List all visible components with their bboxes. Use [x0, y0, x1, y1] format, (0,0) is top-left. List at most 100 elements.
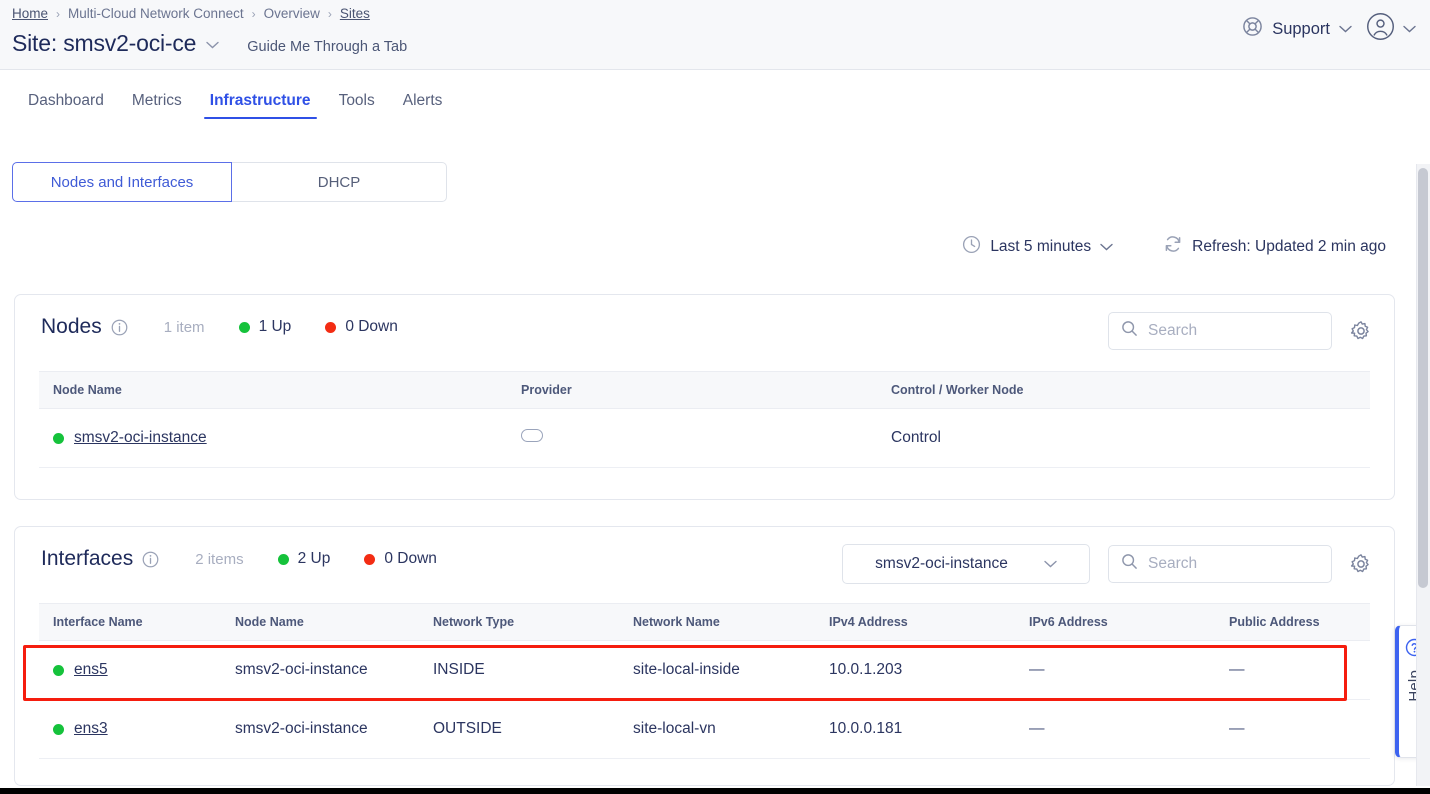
- interfaces-card-header: Interfaces 2 items 2 Up 0 Down smsv2-oci…: [15, 527, 1394, 603]
- nodes-card: Nodes 1 item 1 Up 0 Down: [14, 294, 1395, 500]
- top-header-bar: Home › Multi-Cloud Network Connect › Ove…: [0, 0, 1430, 70]
- status-dot-up-icon: [277, 553, 289, 565]
- page-scrollbar-thumb[interactable]: [1418, 168, 1428, 588]
- sub-tab-nodes-and-interfaces[interactable]: Nodes and Interfaces: [12, 162, 232, 202]
- clock-icon: [962, 235, 981, 259]
- interface-name-link[interactable]: ens3: [74, 720, 108, 737]
- nodes-card-header-right: [1108, 312, 1372, 350]
- tab-dashboard[interactable]: Dashboard: [28, 92, 104, 109]
- site-title-row: Site: smsv2-oci-ce Guide Me Through a Ta…: [12, 30, 407, 57]
- refresh-icon: [1163, 234, 1183, 259]
- column-header-node-name[interactable]: Node Name: [235, 603, 433, 641]
- interfaces-table: Interface Name Node Name Network Type Ne…: [39, 603, 1370, 759]
- interfaces-item-count: 2 items: [195, 550, 244, 568]
- interface-ipv4-cell: 10.0.0.181: [829, 699, 1029, 759]
- search-icon: [1121, 320, 1138, 342]
- interface-public-address-cell: —: [1229, 699, 1370, 759]
- interface-network-name-cell: site-local-vn: [633, 699, 829, 759]
- interface-name-cell: ens3: [53, 720, 235, 738]
- column-header-provider[interactable]: Provider: [521, 371, 891, 409]
- interface-name-link[interactable]: ens5: [74, 661, 108, 678]
- node-role-cell: Control: [891, 408, 1370, 468]
- interfaces-down-label: 0 Down: [384, 550, 437, 567]
- interfaces-node-filter-value: smsv2-oci-instance: [875, 555, 1008, 572]
- interfaces-card-header-left: Interfaces 2 items 2 Up 0 Down: [41, 547, 437, 571]
- column-header-ipv4-address[interactable]: IPv4 Address: [829, 603, 1029, 641]
- breadcrumb-item-multi-cloud-network-connect[interactable]: Multi-Cloud Network Connect: [68, 6, 244, 21]
- time-and-refresh-toolbar: Last 5 minutes Refresh: Updated 2 min ag…: [962, 234, 1386, 259]
- provider-cell: [521, 408, 891, 468]
- time-range-chevron-down-icon[interactable]: [1100, 238, 1113, 256]
- breadcrumb-item-sites[interactable]: Sites: [339, 6, 370, 21]
- status-dot-up-icon: [53, 664, 64, 676]
- table-row[interactable]: smsv2-oci-instance Control: [39, 408, 1370, 468]
- support-button[interactable]: Support: [1242, 16, 1352, 42]
- nodes-down-label: 0 Down: [345, 318, 398, 335]
- breadcrumb-separator-icon: ›: [251, 6, 256, 21]
- info-icon[interactable]: [111, 319, 128, 336]
- select-chevron-down-icon[interactable]: [1044, 555, 1057, 573]
- interfaces-search-box[interactable]: [1108, 545, 1332, 583]
- nodes-search-box[interactable]: [1108, 312, 1332, 350]
- node-name-cell: smsv2-oci-instance: [53, 429, 521, 447]
- breadcrumb-item-overview[interactable]: Overview: [263, 6, 320, 21]
- nodes-table-wrapper: Node Name Provider Control / Worker Node…: [39, 371, 1370, 468]
- nodes-settings-gear-icon[interactable]: [1350, 320, 1372, 342]
- column-header-network-type[interactable]: Network Type: [433, 603, 633, 641]
- breadcrumb-item-home[interactable]: Home: [12, 6, 49, 21]
- tab-tools[interactable]: Tools: [338, 92, 375, 109]
- avatar: [1366, 12, 1395, 46]
- column-header-interface-name[interactable]: Interface Name: [39, 603, 235, 641]
- interfaces-up-label: 2 Up: [297, 550, 331, 567]
- column-header-network-name[interactable]: Network Name: [633, 603, 829, 641]
- guide-me-through-a-tab-link[interactable]: Guide Me Through a Tab: [247, 39, 408, 55]
- interface-network-type-cell: OUTSIDE: [433, 699, 633, 759]
- sub-tab-segmented-control: Nodes and Interfaces DHCP: [12, 162, 447, 202]
- interfaces-down-stat: 0 Down: [364, 550, 437, 568]
- breadcrumb: Home › Multi-Cloud Network Connect › Ove…: [12, 6, 370, 21]
- interfaces-card: Interfaces 2 items 2 Up 0 Down smsv2-oci…: [14, 526, 1395, 786]
- node-name-link[interactable]: smsv2-oci-instance: [74, 429, 207, 446]
- column-header-public-address[interactable]: Public Address: [1229, 603, 1370, 641]
- interfaces-search-input[interactable]: [1148, 555, 1319, 573]
- table-row[interactable]: ens5 smsv2-oci-instance INSIDE site-loca…: [39, 640, 1370, 700]
- page-title: Site: smsv2-oci-ce: [12, 30, 197, 56]
- status-dot-down-icon: [325, 321, 337, 333]
- user-account-button[interactable]: [1366, 12, 1416, 46]
- table-row[interactable]: ens3 smsv2-oci-instance OUTSIDE site-loc…: [39, 699, 1370, 759]
- status-dot-up-icon: [53, 432, 64, 444]
- time-range-selector[interactable]: Last 5 minutes: [962, 235, 1113, 259]
- window-bottom-edge: [0, 788, 1430, 794]
- sub-tab-dhcp[interactable]: DHCP: [232, 162, 447, 202]
- interfaces-table-header-row: Interface Name Node Name Network Type Ne…: [39, 603, 1370, 641]
- interfaces-settings-gear-icon[interactable]: [1350, 553, 1372, 575]
- site-selector-chevron-down-icon[interactable]: [206, 37, 219, 52]
- interfaces-card-header-right: smsv2-oci-instance: [842, 544, 1372, 584]
- nodes-up-stat: 1 Up: [238, 318, 291, 336]
- user-chevron-down-icon[interactable]: [1403, 20, 1416, 38]
- nodes-search-input[interactable]: [1148, 322, 1319, 340]
- refresh-control[interactable]: Refresh: Updated 2 min ago: [1163, 234, 1386, 259]
- interface-name-cell: ens5: [53, 661, 235, 679]
- breadcrumb-separator-icon: ›: [56, 6, 61, 21]
- interface-network-type-cell: INSIDE: [433, 640, 633, 700]
- search-icon: [1121, 553, 1138, 575]
- support-label: Support: [1272, 19, 1330, 38]
- tab-alerts[interactable]: Alerts: [402, 92, 443, 109]
- nodes-card-header: Nodes 1 item 1 Up 0 Down: [15, 295, 1394, 371]
- column-header-node-name[interactable]: Node Name: [39, 371, 521, 409]
- nodes-down-stat: 0 Down: [325, 318, 398, 336]
- tab-infrastructure[interactable]: Infrastructure: [196, 86, 325, 119]
- nodes-table: Node Name Provider Control / Worker Node…: [39, 371, 1370, 468]
- breadcrumb-separator-icon: ›: [327, 6, 332, 21]
- column-header-ipv6-address[interactable]: IPv6 Address: [1029, 603, 1229, 641]
- interface-ipv6-cell: —: [1029, 640, 1229, 700]
- support-chevron-down-icon[interactable]: [1339, 20, 1352, 38]
- tab-metrics[interactable]: Metrics: [131, 92, 182, 109]
- interfaces-node-filter-select[interactable]: smsv2-oci-instance: [842, 544, 1090, 584]
- interface-node-name-cell: smsv2-oci-instance: [235, 640, 433, 700]
- lifebuoy-icon: [1242, 16, 1263, 42]
- info-icon[interactable]: [142, 551, 159, 568]
- time-range-label: Last 5 minutes: [990, 237, 1092, 255]
- column-header-control-worker-node[interactable]: Control / Worker Node: [891, 371, 1370, 409]
